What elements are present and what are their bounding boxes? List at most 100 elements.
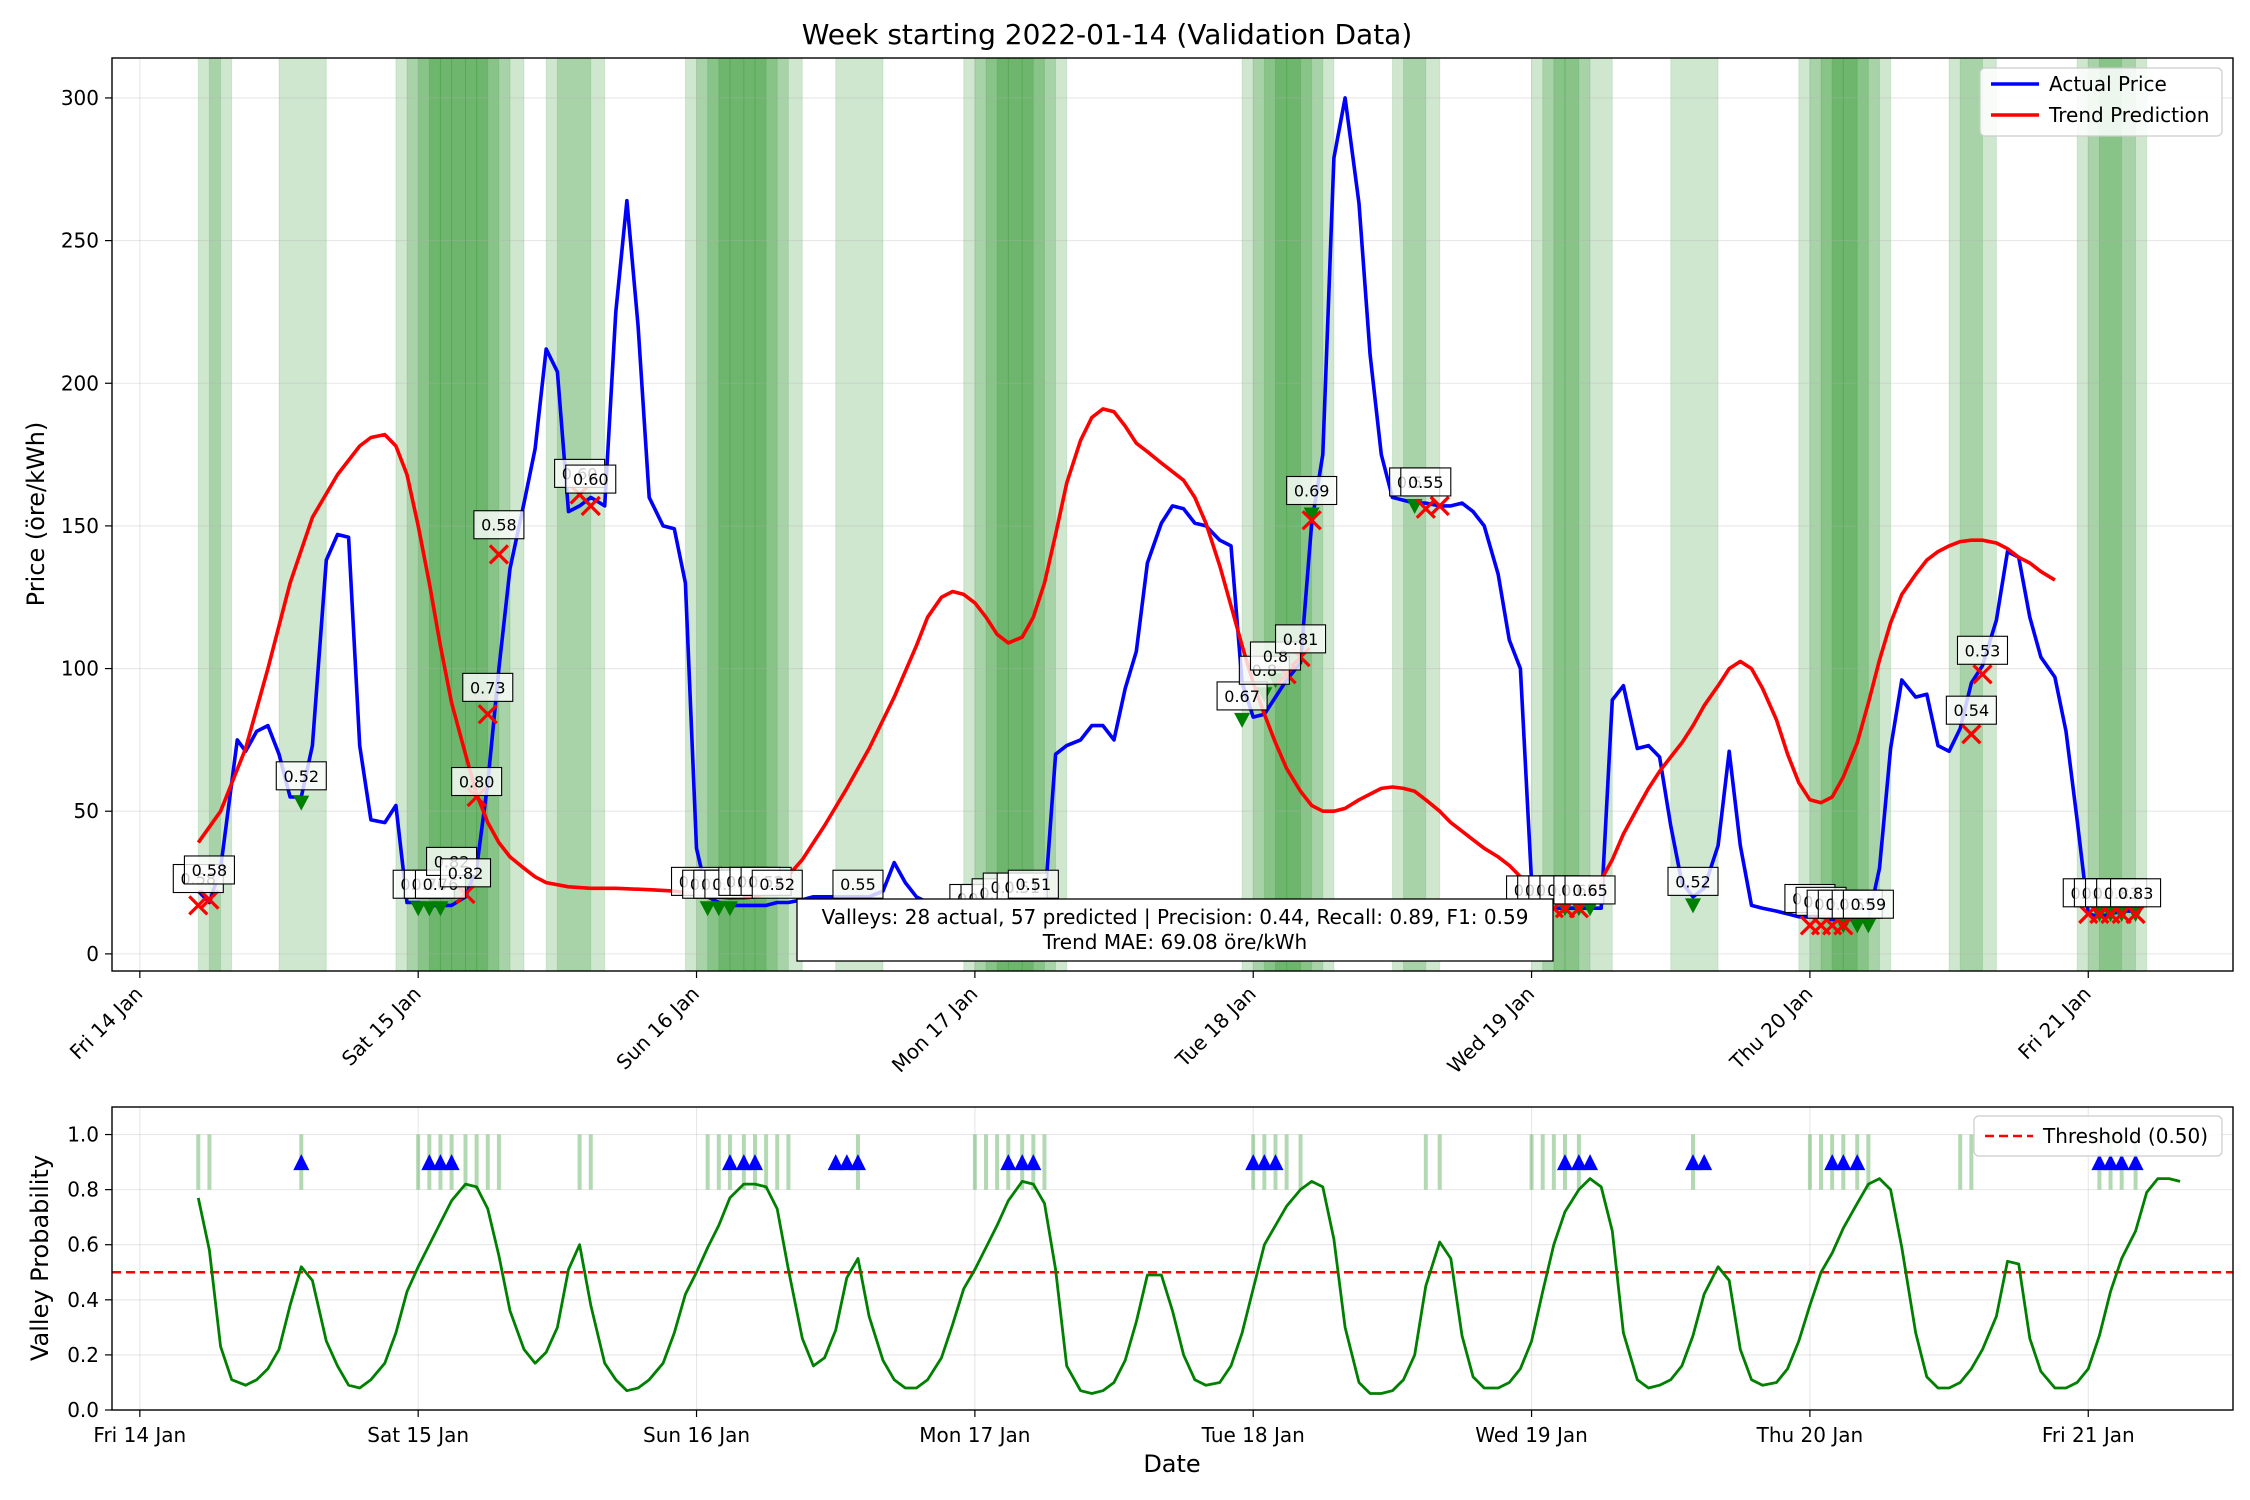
annotation-box [832, 869, 884, 899]
annotation-text: 0.60 [573, 470, 609, 489]
valley-band [2098, 57, 2148, 972]
valley-band [2076, 57, 2123, 972]
probability-annotation: 0.58 [183, 855, 235, 885]
valley-band [1809, 57, 1858, 972]
stats-line-1: Valleys: 28 actual, 57 predicted | Preci… [822, 905, 1529, 929]
predicted-valley-triangle [1000, 1154, 1017, 1171]
probability-annotation: 0.83 [2110, 878, 2162, 908]
annotation-text: 0.55 [840, 875, 876, 894]
annotation-box [1842, 889, 1894, 919]
predicted-valley-triangle [432, 1154, 449, 1171]
annotation-text: 0.52 [283, 767, 319, 786]
predicted-valley-triangle [746, 1154, 763, 1171]
probability-y-tick-label: 0.4 [67, 1288, 99, 1312]
valley-band [684, 57, 731, 972]
probability-annotation: 0.59 [1842, 889, 1894, 919]
probability-plot-frame [111, 1106, 2234, 1411]
probability-series [112, 1177, 2233, 1395]
valley-band [208, 57, 233, 972]
actual-valley-marker [1303, 507, 1320, 523]
annotation-text: 0.67 [1224, 687, 1260, 706]
actual-valley-marker [293, 795, 310, 811]
predicted-valley-marker [1833, 915, 1854, 936]
probability-annotation: 0.55 [1400, 467, 1452, 497]
predicted-valley-triangle [1267, 1154, 1284, 1171]
actual-valley-marker [1860, 918, 1877, 934]
predicted-valley-triangle [1849, 1154, 1866, 1171]
actual-valley-marker [1234, 712, 1251, 728]
probability-annotation: 0.55 [832, 869, 884, 899]
predicted-valley-marker [488, 544, 510, 565]
predicted-valley-triangle [735, 1154, 752, 1171]
annotation-box [462, 672, 514, 702]
valley-marks [196, 1134, 2144, 1190]
valley-band [743, 57, 789, 972]
price-y-label: Price (öre/kWh) [22, 422, 50, 607]
probability-x-tick-label: Sat 15 Jan [367, 1423, 469, 1447]
price-panel: 0.580.580.520.760.760.760.820.820.800.73… [22, 57, 2234, 1078]
annotation-text: 0.52 [1675, 872, 1711, 891]
probability-annotation: 0.82 [439, 858, 492, 888]
price-y-ticks: 0 50 100 150 200 250 300 [61, 86, 112, 966]
annotation-box [451, 766, 503, 797]
probability-y-tick-label: 0.0 [67, 1398, 99, 1422]
predicted-valley-triangle [443, 1154, 460, 1171]
annotation-box [183, 855, 235, 885]
annotation-text: 0.65 [1572, 881, 1608, 900]
probability-annotation: 0.52 [275, 761, 327, 791]
predicted-valley-triangle [838, 1154, 855, 1171]
annotation-text: 0.73 [470, 678, 506, 697]
legend-trend-label: Trend Prediction [2048, 103, 2209, 127]
predicted-valley-triangle [2113, 1154, 2130, 1171]
annotation-box [751, 869, 803, 899]
probability-x-tick-label: Fri 14 Jan [93, 1423, 186, 1447]
predicted-valley-marker [199, 889, 220, 910]
annotation-box [1956, 635, 2009, 665]
price-y-tick-label: 50 [74, 799, 99, 823]
probability-annotation: 0.51 [1007, 869, 1059, 899]
annotation-box [1216, 681, 1268, 711]
probability-annotation: 0.52 [751, 869, 803, 899]
legend-actual-label: Actual Price [2049, 72, 2167, 96]
predicted-valley-marker [477, 704, 498, 725]
actual-valley-marker [1582, 901, 1599, 917]
price-y-tick-label: 150 [61, 514, 99, 538]
stats-box: Valleys: 28 actual, 57 predicted | Preci… [796, 898, 1554, 962]
annotation-box [1945, 695, 1997, 725]
predicted-valley-triangle [827, 1154, 844, 1171]
probability-annotation: 0.58 [473, 510, 525, 540]
predicted-valley-triangle [721, 1154, 738, 1171]
probability-annotation: 0.69 [1286, 475, 1338, 506]
annotation-box [473, 510, 525, 540]
valley-bands [197, 57, 2148, 972]
predicted-valley-marker [188, 895, 209, 916]
price-y-tick-label: 300 [61, 86, 99, 110]
valley-band [1959, 57, 1997, 972]
predicted-valley-marker [1429, 495, 1450, 517]
annotation-box [1007, 869, 1059, 899]
probability-annotation: 0.80 [451, 766, 503, 797]
valley-band [696, 57, 745, 972]
annotation-text: 0.83 [2118, 884, 2154, 903]
annotation-box [275, 761, 327, 791]
valley-band [963, 57, 1009, 972]
valley-band [1670, 57, 1719, 972]
predicted-valley-marker [1961, 724, 1982, 745]
price-y-tick-label: 250 [61, 229, 99, 253]
probability-y-tick-label: 1.0 [67, 1123, 99, 1147]
annotation-box [2110, 878, 2162, 908]
annotation-text: 0.53 [1965, 641, 2001, 660]
probability-annotation: 0.65 [1564, 875, 1616, 905]
annotation-text: 0.69 [1294, 482, 1330, 501]
annotation-box [565, 464, 617, 494]
probability-x-tick-label: Fri 21 Jan [2042, 1423, 2135, 1447]
legend-threshold-label: Threshold (0.50) [2042, 1124, 2208, 1148]
annotation-box [1564, 875, 1616, 905]
actual-valley-marker [1685, 898, 1702, 914]
valley-band [1542, 57, 1580, 972]
figure-title: Week starting 2022-01-14 (Validation Dat… [802, 18, 1413, 51]
predicted-valley-triangle [293, 1154, 310, 1171]
predicted-valley-triangle [1835, 1154, 1852, 1171]
probability-x-tick-label: Tue 18 Jan [1201, 1423, 1305, 1447]
probability-x-tick-label: Thu 20 Jan [1756, 1423, 1864, 1447]
